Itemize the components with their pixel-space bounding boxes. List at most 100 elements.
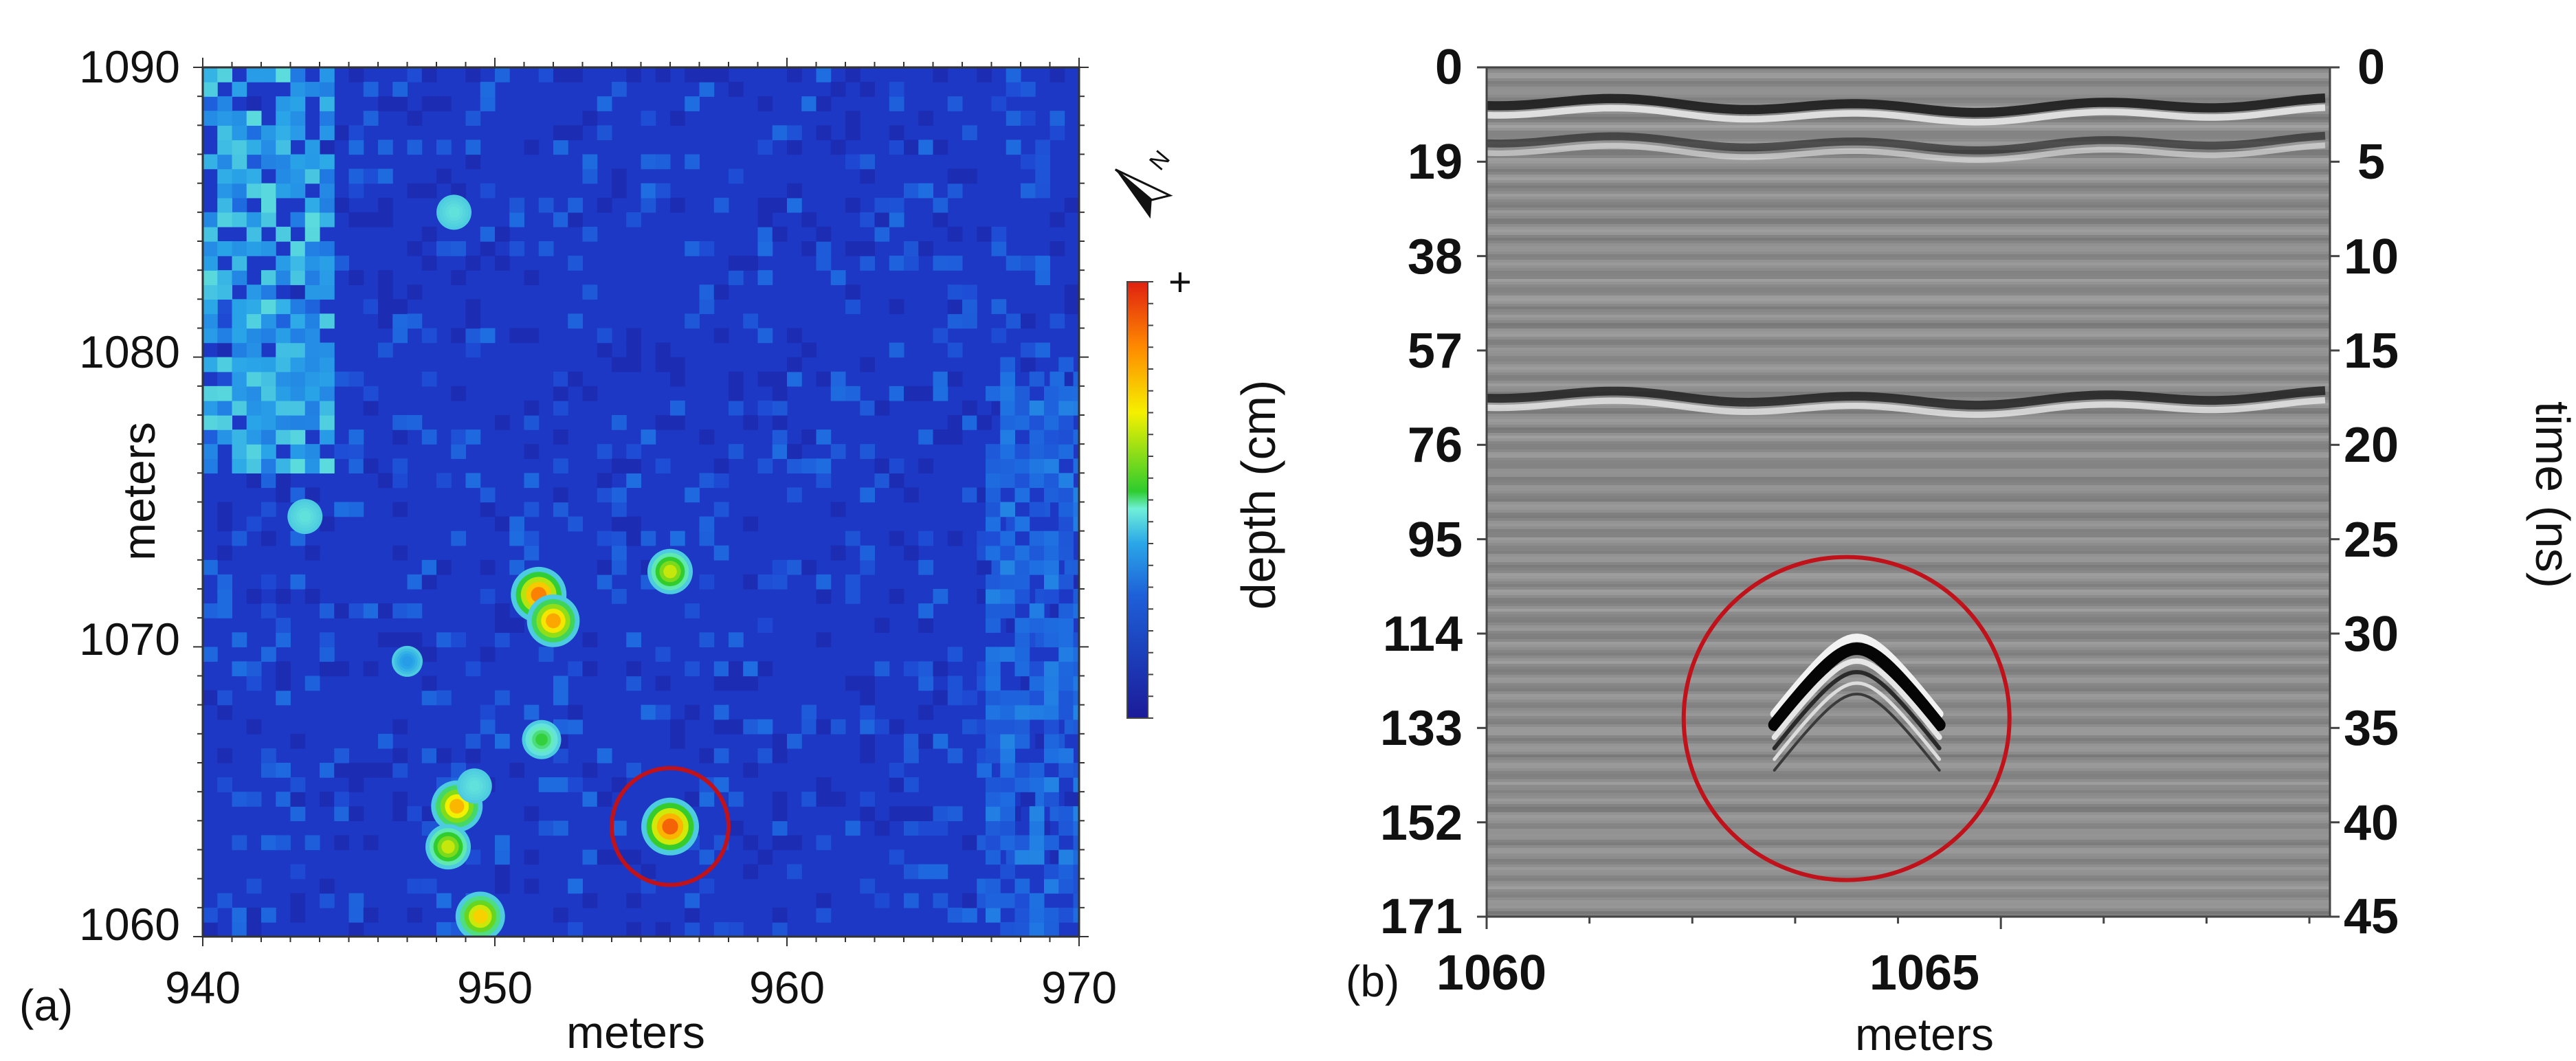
heatmap-cell — [772, 922, 788, 937]
radargram-band — [1487, 227, 2330, 230]
radargram-band — [1487, 260, 2330, 263]
heatmap-cell — [830, 792, 846, 807]
heatmap-cell — [203, 96, 218, 111]
heatmap-cell — [1058, 763, 1074, 778]
radargram-band — [1487, 829, 2330, 831]
radargram-band — [1487, 584, 2330, 587]
heatmap-cell — [772, 733, 788, 749]
heatmap-cell — [465, 748, 481, 763]
heatmap-cell — [465, 342, 481, 358]
radargram-band — [1487, 796, 2330, 798]
heatmap-cell — [729, 719, 744, 735]
heatmap-cell — [986, 792, 1001, 807]
heatmap-cell — [874, 473, 890, 489]
heatmap-cell — [290, 328, 306, 344]
radargram-band — [1487, 581, 2330, 584]
heatmap-cell — [276, 632, 291, 647]
heatmap-cell — [641, 154, 656, 170]
heatmap-cell — [787, 371, 802, 387]
heatmap-cell — [1058, 690, 1074, 706]
heatmap-cell — [378, 212, 393, 227]
heatmap-cell — [232, 125, 247, 141]
heatmap-cell — [655, 675, 671, 691]
heatmap-cell — [699, 530, 715, 546]
heatmap-cell — [1044, 704, 1059, 720]
heatmap-cell — [232, 357, 247, 372]
radargram-band — [1487, 661, 2330, 664]
heatmap-cell — [232, 342, 247, 358]
heatmap-cell — [860, 719, 875, 735]
heatmap-cell — [495, 415, 510, 430]
heatmap-cell — [480, 589, 496, 604]
heatmap-cell — [203, 357, 218, 372]
heatmap-cell — [816, 96, 832, 111]
radargram-band — [1487, 469, 2330, 471]
heatmap-cell — [889, 212, 904, 227]
heatmap-cell — [407, 241, 423, 256]
depth-tick-114: 114 — [1383, 607, 1463, 662]
heatmap-cell — [860, 704, 875, 720]
anomaly-blob — [473, 909, 488, 924]
heatmap-cell — [246, 675, 262, 691]
heatmap-cell — [480, 241, 496, 256]
heatmap-cell — [1050, 111, 1065, 126]
heatmap-cell — [713, 661, 729, 677]
heatmap-cell — [320, 183, 335, 199]
heatmap-cell — [276, 299, 291, 315]
radargram-band — [1487, 161, 2330, 164]
heatmap-cell — [904, 748, 919, 763]
heatmap-cell — [1035, 270, 1050, 285]
heatmap-cell — [421, 96, 437, 111]
heatmap-cell — [801, 429, 817, 445]
heatmap-cell — [509, 328, 524, 344]
heatmap-cell — [626, 67, 641, 82]
reflector-dark — [1487, 93, 2326, 118]
heatmap-cell — [904, 893, 919, 908]
heatmap-cell — [232, 183, 247, 199]
heatmap-cell — [816, 589, 832, 604]
heatmap-cell — [1000, 864, 1015, 880]
radargram-band — [1487, 900, 2330, 903]
heatmap-cell — [320, 371, 335, 387]
heatmap-cell — [699, 748, 715, 763]
radargram-band — [1487, 873, 2330, 875]
radargram-band — [1487, 169, 2330, 172]
heatmap-cell — [217, 371, 232, 387]
heatmap-cell — [246, 907, 262, 923]
heatmap-cell — [392, 458, 408, 473]
heatmap-cell — [407, 632, 423, 647]
heatmap-cell — [217, 893, 232, 908]
heatmap-cell — [1029, 661, 1045, 677]
radargram-band — [1487, 856, 2330, 859]
heatmap-cell — [348, 603, 364, 618]
heatmap-cell — [787, 487, 802, 503]
heatmap-cell — [1021, 313, 1036, 329]
heatmap-cell — [276, 313, 291, 329]
heatmap-cell — [918, 111, 933, 126]
heatmap-cell — [378, 168, 393, 184]
heatmap-cell — [597, 574, 612, 590]
heatmap-cell — [276, 226, 291, 242]
radargram-band — [1487, 570, 2330, 573]
north-arrow-label: N — [1144, 146, 1175, 175]
radargram-band — [1487, 521, 2330, 524]
heatmap-cell — [1073, 603, 1079, 618]
heatmap-cell — [1000, 704, 1015, 720]
heatmap-cell — [889, 849, 904, 865]
heatmap-cell — [947, 342, 963, 358]
heatmap-cell — [889, 589, 904, 604]
heatmap-cell — [217, 704, 232, 720]
heatmap-cell — [597, 197, 612, 213]
heatmap-cell — [1029, 777, 1045, 792]
heatmap-cell — [320, 342, 335, 358]
heatmap-cell — [1073, 632, 1079, 647]
heatmap-cell — [801, 458, 817, 473]
heatmap-cell — [1058, 473, 1074, 489]
heatmap-cell — [246, 139, 262, 155]
radargram-band — [1487, 238, 2330, 241]
radargram-band — [1487, 625, 2330, 628]
heatmap-cell — [568, 516, 583, 532]
radargram-band — [1487, 471, 2330, 474]
heatmap-cell — [1021, 256, 1036, 271]
heatmap-cell — [524, 415, 540, 430]
